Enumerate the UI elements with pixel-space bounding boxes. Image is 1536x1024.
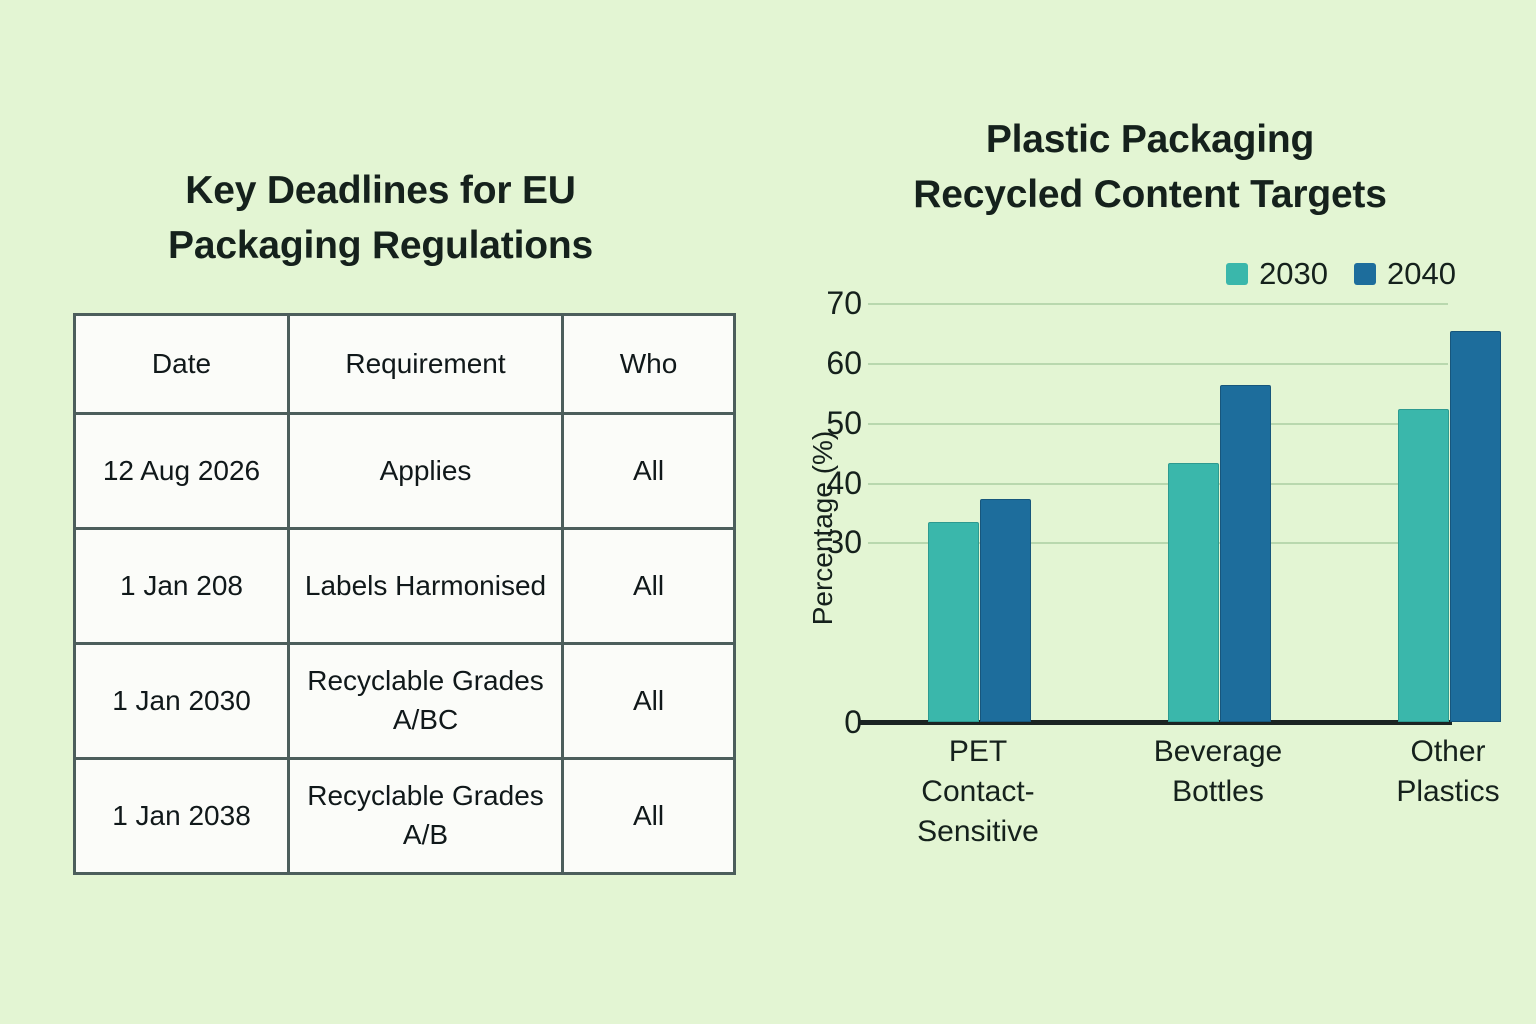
legend-label: 2030 (1259, 256, 1329, 291)
x-axis-line (860, 720, 1452, 725)
table-title-line-2: Packaging Regulations (168, 224, 593, 268)
legend-item-2030[interactable]: 2030 (1226, 258, 1328, 289)
chart-panel: Plastic Packaging Recycled Content Targe… (760, 0, 1536, 1024)
x-axis-category-labels: PET Contact- Sensitive Beverage Bottles Other… (868, 0, 1500, 1024)
x-axis-label-line: Beverage (1153, 735, 1283, 768)
cell-requirement: Recyclable Grades A/B (287, 757, 564, 875)
deadlines-panel: Key Deadlines for EU Packaging Regulatio… (0, 0, 760, 1024)
cell-date: 12 Aug 2026 (73, 412, 290, 530)
cell-who: All (561, 527, 736, 645)
legend-item-2040[interactable]: 2040 (1354, 258, 1456, 289)
bar-2040-other-plastics[interactable] (1449, 330, 1501, 722)
column-header-who: Who (561, 313, 736, 415)
gridline (868, 482, 1448, 485)
column-header-requirement: Requirement (287, 313, 564, 415)
cell-who: All (561, 642, 736, 760)
x-axis-label-line: Plastics (1396, 774, 1500, 808)
y-axis-tick-label: 0 (844, 704, 862, 740)
table-row: 1 Jan 208 Labels Harmonised All (73, 527, 736, 645)
bar-2040-beverage-bottles[interactable] (1219, 384, 1271, 722)
chart-bars (868, 303, 1501, 722)
table-row: 1 Jan 2038 Recyclable Grades A/B All (73, 757, 736, 875)
table-row: 1 Jan 2030 Recyclable Grades A/BC All (73, 642, 736, 760)
bar-2040-pet-contact-sensitive[interactable] (979, 498, 1031, 722)
deadlines-table: Date Requirement Who 12 Aug 2026 Applies… (73, 313, 736, 875)
chart-legend: 2030 2040 (1226, 258, 1456, 289)
x-axis-label-line: PET (948, 735, 1008, 768)
chart-plot-area (868, 303, 1448, 722)
y-axis-tick-label: 60 (826, 344, 862, 381)
y-axis-title: Percentage (%) (807, 430, 838, 626)
legend-swatch-icon (1354, 262, 1377, 285)
x-axis-label-beverage-bottles: Beverage Bottles (1108, 732, 1328, 812)
y-axis-ticks: 0 30 40 50 60 70 (774, 0, 862, 1024)
gridline (868, 422, 1448, 425)
cell-who: All (561, 757, 736, 875)
legend-swatch-icon (1226, 262, 1249, 285)
y-axis-tick-label: 30 (826, 524, 862, 561)
chart-title: Plastic Packaging Recycled Content Targe… (780, 112, 1520, 223)
x-axis-label-other-plastics: Other Plastics (1338, 732, 1536, 812)
y-axis-tick-label: 50 (826, 404, 862, 441)
bar-2030-pet-contact-sensitive[interactable] (927, 522, 979, 722)
y-axis-tick-label: 40 (826, 464, 862, 501)
column-header-date: Date (73, 313, 290, 415)
cell-requirement: Recyclable Grades A/BC (287, 642, 564, 760)
chart-title-line-2: Recycled Content Targets (913, 173, 1387, 217)
bar-2030-beverage-bottles[interactable] (1167, 462, 1219, 722)
x-axis-label-pet-contact-sensitive: PET Contact- Sensitive (868, 732, 1088, 852)
gridline (868, 542, 1448, 545)
table-header-row: Date Requirement Who (73, 313, 736, 415)
x-axis-label-line: Other (1410, 735, 1486, 768)
bar-2030-other-plastics[interactable] (1397, 408, 1449, 722)
x-axis-label-line: Contact- (921, 774, 1035, 808)
table-panel-title: Key Deadlines for EU Packaging Regulatio… (73, 163, 688, 274)
gridline (868, 303, 1448, 305)
gridline (868, 362, 1448, 365)
table-title-line-1: Key Deadlines for EU (185, 169, 576, 212)
cell-requirement: Labels Harmonised (287, 527, 564, 645)
x-axis-label-line: Sensitive (917, 814, 1039, 848)
chart-title-line-1: Plastic Packaging (985, 118, 1315, 161)
x-axis-label-line: Bottles (1172, 774, 1264, 808)
cell-date: 1 Jan 208 (73, 527, 290, 645)
legend-label: 2040 (1387, 256, 1456, 291)
table-row: 12 Aug 2026 Applies All (73, 412, 736, 530)
cell-date: 1 Jan 2038 (73, 757, 290, 875)
cell-requirement: Applies (287, 412, 564, 530)
cell-date: 1 Jan 2030 (73, 642, 290, 760)
cell-who: All (561, 412, 736, 530)
y-axis-tick-label: 70 (826, 285, 862, 321)
